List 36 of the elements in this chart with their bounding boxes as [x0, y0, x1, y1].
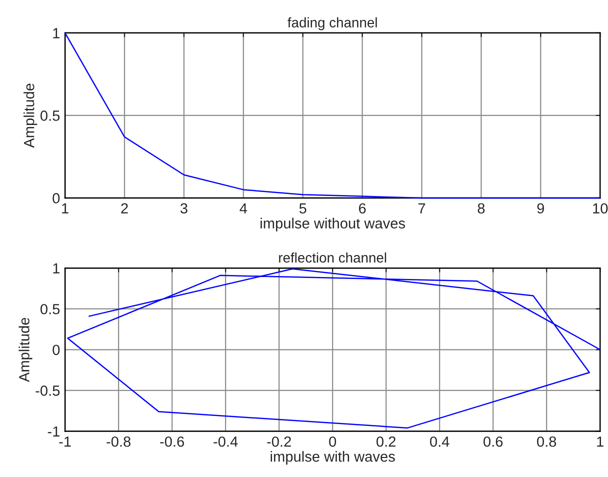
x-tick-label: 1	[597, 436, 604, 447]
y-tick-label: 1	[53, 28, 60, 38]
chart-title: reflection channel	[279, 252, 386, 263]
y-axis-title: Amplitude	[18, 318, 32, 382]
y-tick-label: 0.5	[40, 304, 60, 314]
x-tick-label: 3	[180, 203, 188, 214]
x-tick-label: 5	[299, 203, 306, 214]
x-tick-label: 6	[358, 203, 366, 214]
line-series	[67, 268, 601, 429]
x-tick-label: 10	[593, 203, 608, 214]
x-tick-label: 0.4	[430, 436, 450, 447]
x-tick-label: 2	[121, 203, 128, 214]
x-tick-label: 0.6	[484, 436, 503, 447]
y-tick-label: 0.5	[40, 110, 60, 121]
x-tick-label: 1	[62, 203, 68, 214]
line-series	[64, 32, 601, 199]
x-tick-label: -0.8	[106, 436, 130, 447]
x-axis-title: impulse with waves	[270, 451, 395, 465]
chart-title: fading channel	[288, 17, 377, 30]
x-tick-label: -0.6	[160, 436, 184, 447]
x-tick-label: 9	[537, 203, 544, 214]
x-tick-label: 0.8	[537, 436, 556, 447]
y-tick-label: 0	[52, 193, 60, 204]
x-tick-label: 4	[240, 203, 248, 214]
y-tick-label: 0	[52, 344, 60, 356]
y-tick-label: 1	[53, 263, 60, 274]
x-tick-label: 0	[329, 436, 336, 447]
y-tick-label: -1	[48, 426, 60, 436]
y-tick-label: -0.5	[36, 386, 60, 396]
x-axis-title: impulse without waves	[260, 218, 405, 232]
y-axis-title: Amplitude	[24, 84, 38, 148]
x-tick-label: 7	[418, 203, 426, 214]
x-tick-label: -0.2	[267, 436, 291, 447]
x-tick-label: 0.2	[376, 436, 396, 447]
x-tick-label: -0.4	[214, 436, 238, 447]
x-tick-label: 8	[478, 203, 485, 214]
